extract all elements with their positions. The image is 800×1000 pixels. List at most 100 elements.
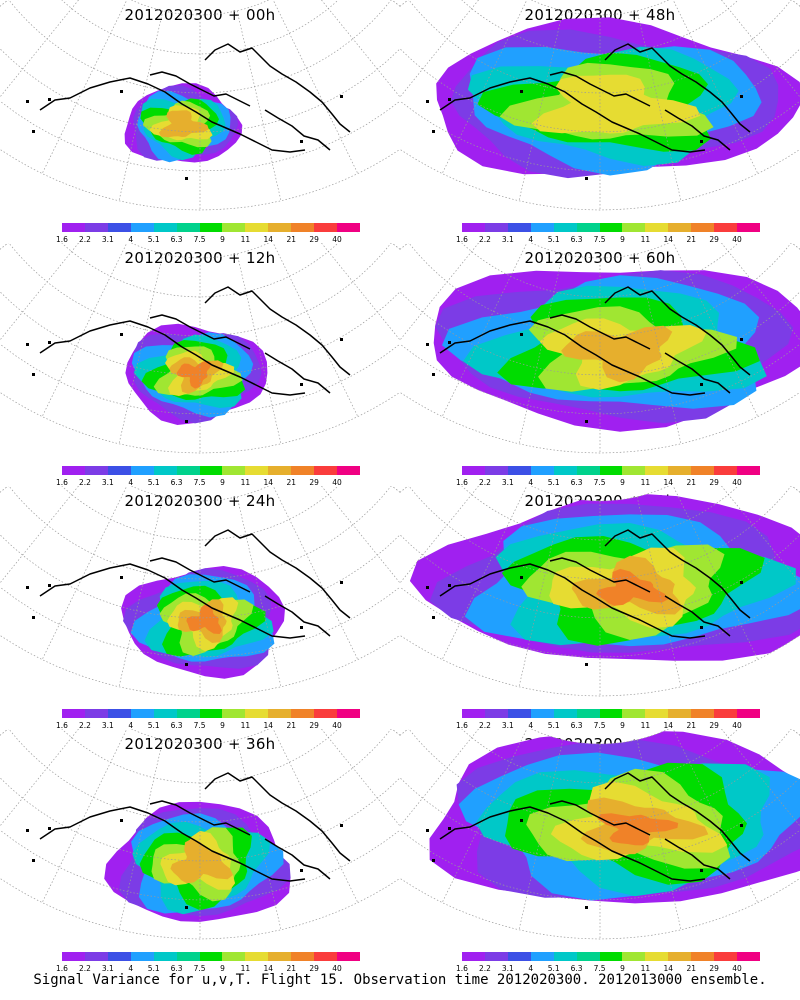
colorbar-label: 14 bbox=[663, 964, 674, 973]
colorbar-label: 29 bbox=[309, 478, 319, 487]
colorbar-label: 7.5 bbox=[593, 964, 606, 973]
colorbar-swatch bbox=[291, 709, 315, 718]
colorbar-label: 1.6 bbox=[56, 478, 68, 487]
colorbar-label: 21 bbox=[286, 721, 296, 730]
colorbar-swatch bbox=[62, 466, 85, 475]
colorbar-swatch bbox=[484, 709, 508, 718]
map-panel-84h: 2012020300 + 84h 1.62.23.145.16.37.59111… bbox=[400, 729, 800, 979]
colorbar-label: 5.1 bbox=[547, 721, 560, 730]
colorbar-label: 40 bbox=[332, 478, 342, 487]
variance-map bbox=[400, 729, 800, 940]
variance-map bbox=[0, 486, 400, 697]
colorbar-label: 4 bbox=[528, 964, 534, 973]
map-panel-12h: 2012020300 + 12h 1.6 2.2 3.1 4 5.1 6.3 7.5 9 11 1… bbox=[0, 243, 400, 493]
colorbar-swatch bbox=[599, 952, 623, 961]
colorbar-label: 40 bbox=[732, 235, 742, 244]
colorbar-swatch bbox=[507, 709, 531, 718]
colorbar-swatch bbox=[153, 952, 177, 961]
colorbar-swatch bbox=[84, 223, 108, 232]
colorbar-label: 5.1 bbox=[547, 235, 560, 244]
colorbar-labels: 1.6 2.2 3.1 4 5.1 6.3 7.5 9 11 14 21 29 40 bbox=[56, 964, 360, 974]
colorbar-swatch bbox=[622, 223, 646, 232]
colorbar bbox=[62, 709, 360, 718]
colorbar-swatch bbox=[268, 466, 292, 475]
colorbar-labels: 1.6 2.2 3.1 4 5.1 6.3 7.5 9 11 14 21 29 40 bbox=[456, 721, 760, 731]
colorbar-label: 21 bbox=[286, 235, 296, 244]
colorbar-swatch bbox=[462, 709, 485, 718]
colorbar-swatch bbox=[199, 952, 223, 961]
colorbar-label: 11 bbox=[640, 721, 651, 730]
colorbar bbox=[462, 466, 760, 475]
colorbar-swatch bbox=[668, 223, 692, 232]
colorbar-label: 40 bbox=[732, 478, 742, 487]
colorbar-label: 3.1 bbox=[101, 964, 114, 973]
colorbar-label: 4 bbox=[128, 478, 134, 487]
colorbar-swatch bbox=[737, 466, 760, 475]
colorbar-swatch bbox=[291, 952, 315, 961]
colorbar-label: 21 bbox=[686, 964, 696, 973]
colorbar-label: 6.3 bbox=[170, 235, 183, 244]
colorbar-label: 14 bbox=[263, 235, 274, 244]
colorbar-label: 1.6 bbox=[56, 235, 68, 244]
colorbar-label: 11 bbox=[240, 478, 251, 487]
colorbar-labels: 1.6 2.2 3.1 4 5.1 6.3 7.5 9 11 14 21 29 40 bbox=[56, 235, 360, 245]
colorbar-swatch bbox=[222, 952, 246, 961]
colorbar-label: 7.5 bbox=[193, 721, 206, 730]
colorbar bbox=[62, 466, 360, 475]
colorbar-label: 21 bbox=[286, 478, 296, 487]
colorbar-swatch bbox=[622, 466, 646, 475]
colorbar-label: 1.6 bbox=[456, 721, 468, 730]
colorbar-swatch bbox=[337, 466, 360, 475]
colorbar-label: 11 bbox=[240, 964, 251, 973]
colorbar-swatch bbox=[199, 709, 223, 718]
colorbar-swatch bbox=[153, 223, 177, 232]
colorbar-swatch bbox=[314, 952, 338, 961]
colorbar-label: 40 bbox=[332, 721, 342, 730]
colorbar-swatch bbox=[553, 709, 577, 718]
colorbar-label: 9 bbox=[220, 478, 225, 487]
colorbar-swatch bbox=[314, 709, 338, 718]
colorbar-swatch bbox=[107, 952, 131, 961]
colorbar-label: 7.5 bbox=[193, 964, 206, 973]
colorbar-swatch bbox=[176, 466, 200, 475]
colorbar-swatch bbox=[645, 466, 669, 475]
colorbar-swatch bbox=[153, 709, 177, 718]
colorbar bbox=[462, 952, 760, 961]
colorbar bbox=[62, 223, 360, 232]
colorbar-swatch bbox=[337, 223, 360, 232]
colorbar-labels: 1.6 2.2 3.1 4 5.1 6.3 7.5 9 11 14 21 29 40 bbox=[56, 721, 360, 731]
colorbar-label: 29 bbox=[709, 964, 719, 973]
colorbar-swatch bbox=[84, 466, 108, 475]
colorbar-label: 40 bbox=[332, 964, 342, 973]
colorbar-label: 3.1 bbox=[501, 964, 514, 973]
colorbar-label: 40 bbox=[732, 721, 742, 730]
colorbar bbox=[62, 952, 360, 961]
colorbar-label: 11 bbox=[640, 964, 651, 973]
colorbar-label: 21 bbox=[686, 235, 696, 244]
colorbar-label: 11 bbox=[640, 478, 651, 487]
colorbar-swatch bbox=[199, 223, 223, 232]
colorbar-label: 5.1 bbox=[147, 964, 160, 973]
colorbar-label: 7.5 bbox=[593, 478, 606, 487]
colorbar-label: 4 bbox=[128, 721, 134, 730]
colorbar-label: 4 bbox=[528, 721, 534, 730]
colorbar-swatch bbox=[245, 223, 269, 232]
colorbar-swatch bbox=[337, 709, 360, 718]
colorbar-swatch bbox=[576, 952, 600, 961]
colorbar-swatch bbox=[337, 952, 360, 961]
colorbar-label: 6.3 bbox=[570, 721, 583, 730]
colorbar-label: 6.3 bbox=[170, 721, 183, 730]
colorbar-swatch bbox=[107, 466, 131, 475]
colorbar-label: 7.5 bbox=[193, 235, 206, 244]
colorbar-label: 11 bbox=[240, 235, 251, 244]
colorbar-label: 21 bbox=[686, 478, 696, 487]
map-panel-00h: 2012020300 + 00h 1.6 2.2 3.1 4 5.1 6.3 7.5 9 11 1… bbox=[0, 0, 400, 250]
colorbar-label: 29 bbox=[709, 235, 719, 244]
colorbar-swatch bbox=[645, 709, 669, 718]
colorbar-swatch bbox=[599, 466, 623, 475]
colorbar-swatch bbox=[291, 466, 315, 475]
variance-map bbox=[400, 243, 800, 454]
colorbar-label: 2.2 bbox=[478, 478, 491, 487]
colorbar-swatch bbox=[691, 466, 715, 475]
colorbar-swatch bbox=[714, 709, 738, 718]
